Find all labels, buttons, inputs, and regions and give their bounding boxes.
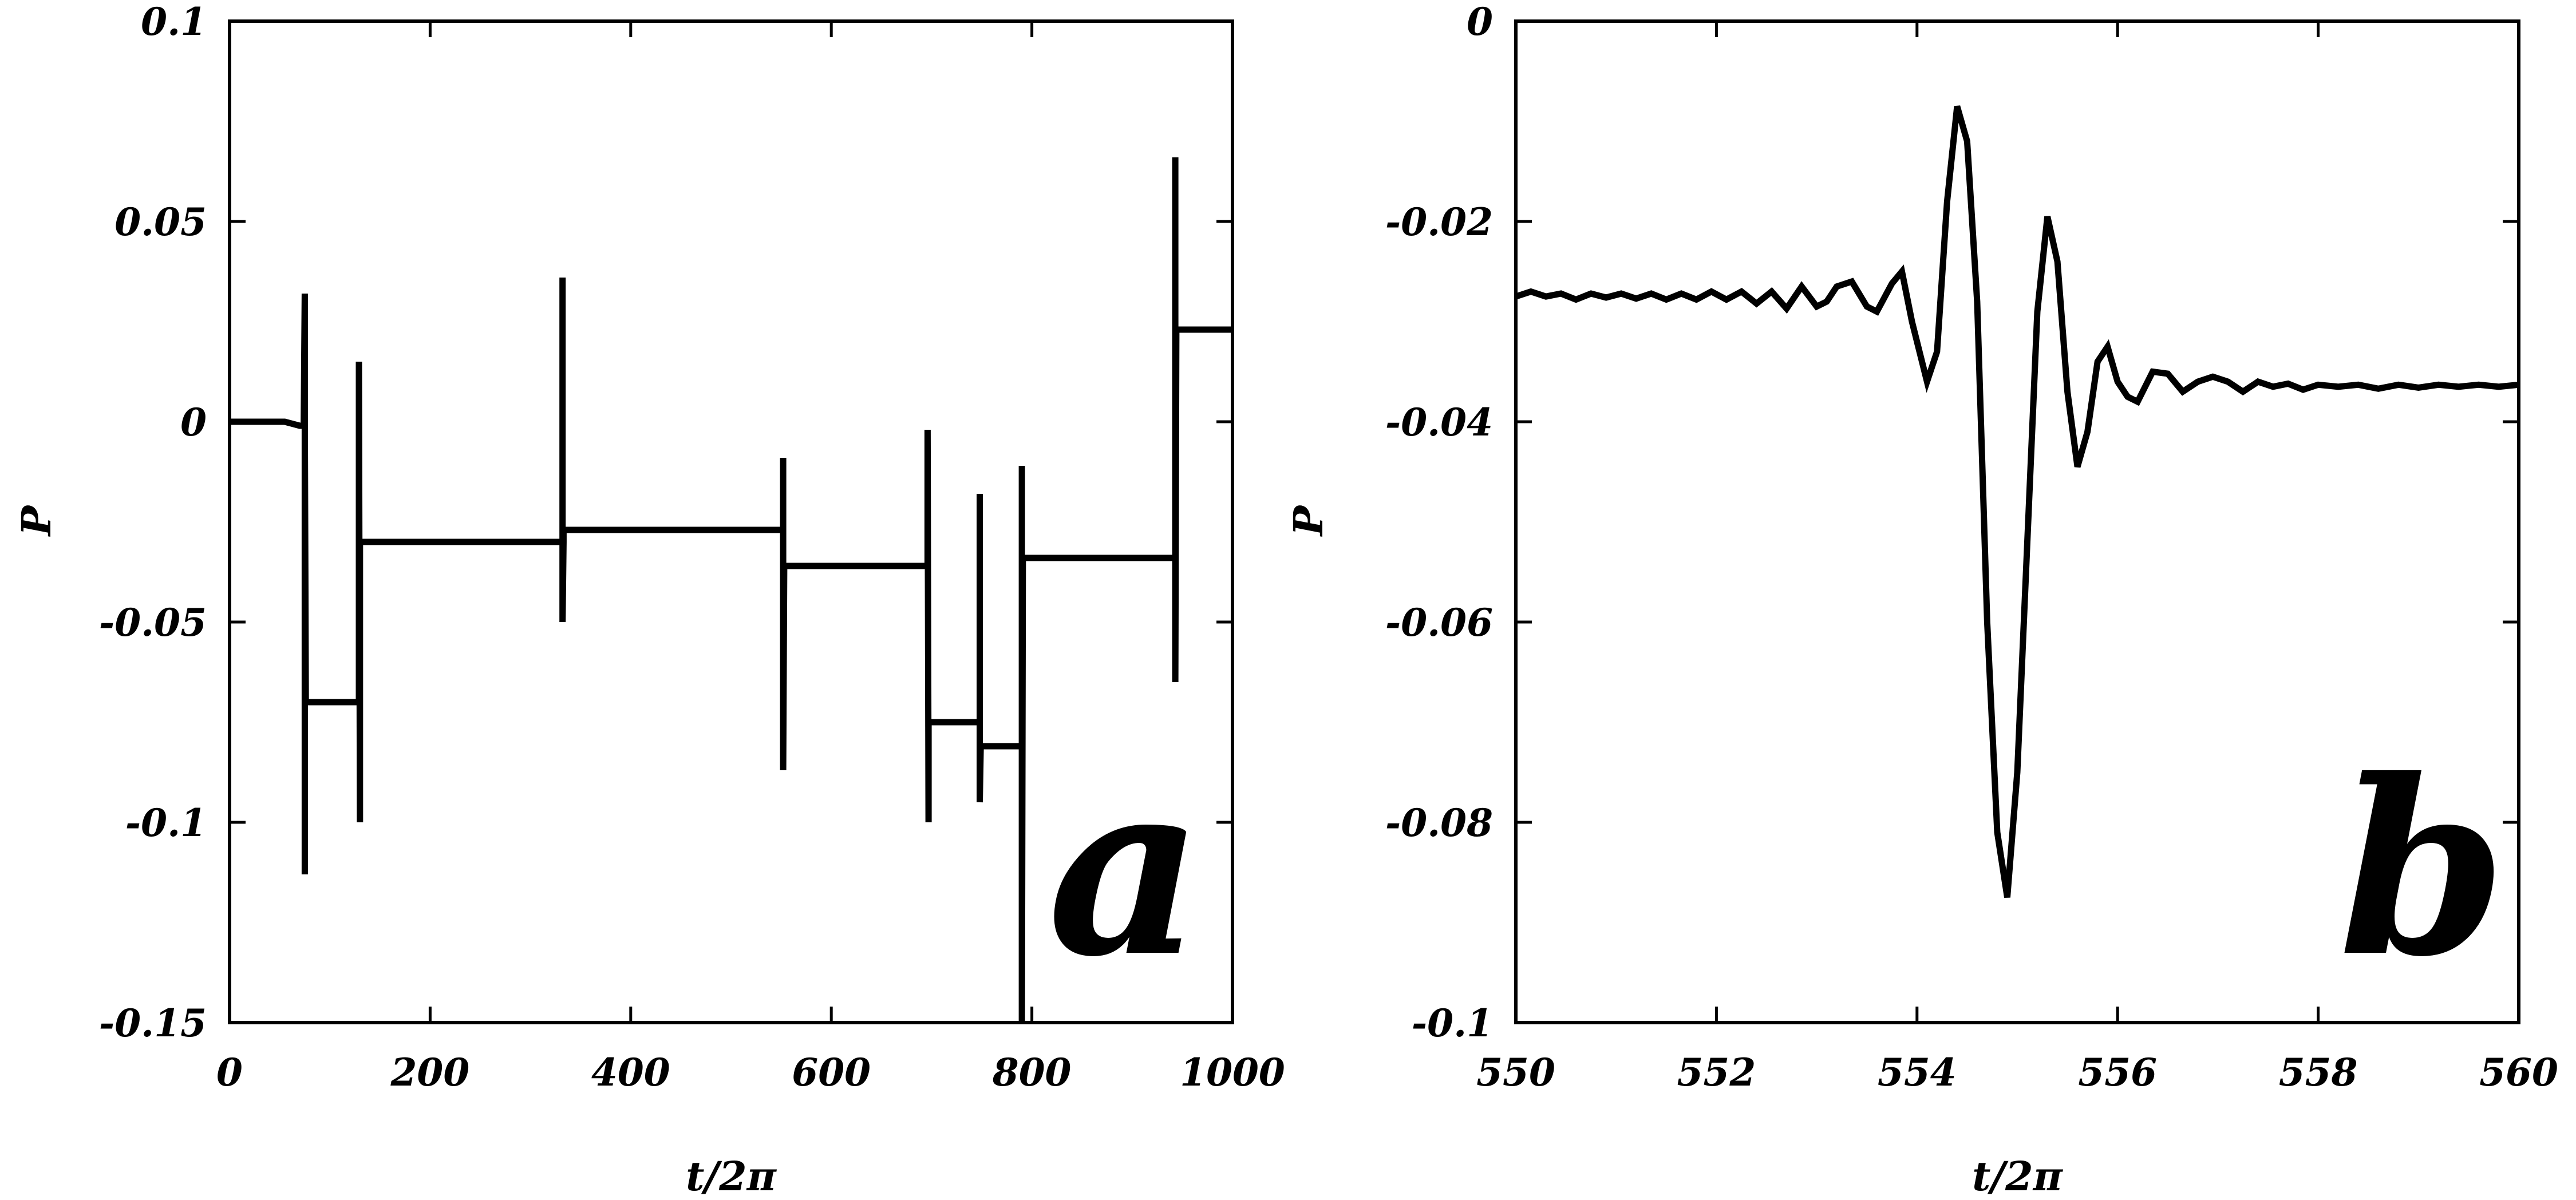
x-tick-label: 800 <box>992 1050 1072 1095</box>
x-axis-label-a: t/2π <box>686 1153 777 1200</box>
series-line <box>230 157 1232 1023</box>
x-tick-label: 556 <box>2078 1050 2157 1095</box>
y-axis-label-a: P <box>13 504 60 537</box>
y-tick-label: -0.04 <box>1385 400 1493 445</box>
x-tick-label: 560 <box>2479 1050 2558 1095</box>
y-tick-label: 0 <box>1467 0 1493 44</box>
ticks-b <box>1514 19 2520 1024</box>
x-tick-label: 552 <box>1677 1050 1756 1095</box>
plot-frame-b <box>1514 19 2520 1024</box>
x-tick-labels-b: 550 552 554 556 558 560 <box>1476 1050 2558 1095</box>
y-tick-label: -0.1 <box>125 801 207 845</box>
panel-label-b: b <box>2338 728 2507 1010</box>
y-tick-labels-b: 0 -0.02 -0.04 -0.06 -0.08 -0.1 <box>1385 0 1493 1045</box>
x-tick-label: 600 <box>792 1050 871 1095</box>
x-tick-label: 0 <box>216 1050 243 1095</box>
x-axis-label-b: t/2π <box>1972 1153 2064 1200</box>
x-tick-label: 554 <box>1878 1050 1957 1095</box>
panel-label-a: a <box>1048 728 1203 1010</box>
y-tick-label: -0.06 <box>1385 600 1493 645</box>
y-tick-labels-a: 0.1 0.05 0 -0.05 -0.1 -0.15 <box>99 0 207 1045</box>
series-a <box>230 157 1232 1023</box>
y-tick-label: 0.05 <box>114 200 207 244</box>
y-tick-label: -0.05 <box>99 600 207 645</box>
y-tick-label: 0 <box>180 400 207 445</box>
x-tick-labels-a: 0 200 400 600 800 1000 <box>216 1050 1285 1095</box>
series-b <box>1515 105 2519 898</box>
x-tick-label: 400 <box>591 1050 670 1095</box>
x-tick-label: 550 <box>1476 1050 1555 1095</box>
y-tick-label: -0.15 <box>99 1001 207 1045</box>
y-axis-label-b: P <box>1285 504 1332 537</box>
x-tick-label: 1000 <box>1180 1050 1285 1095</box>
chart-b: 550 552 554 556 558 560 0 -0.02 -0.04 -0.06 -0.08… <box>1285 0 2558 1200</box>
y-tick-label: -0.1 <box>1412 1001 1493 1045</box>
series-line <box>1515 105 2519 898</box>
x-tick-label: 200 <box>390 1050 470 1095</box>
chart-a: 0 200 400 600 800 1000 0.1 0.05 0 -0.05 -0.1 -0.15… <box>13 0 1285 1200</box>
x-tick-label: 558 <box>2279 1050 2358 1095</box>
y-tick-label: -0.02 <box>1385 200 1493 244</box>
plot-frame-a <box>228 19 1234 1024</box>
y-tick-label: 0.1 <box>141 0 207 44</box>
y-tick-label: -0.08 <box>1385 801 1493 845</box>
